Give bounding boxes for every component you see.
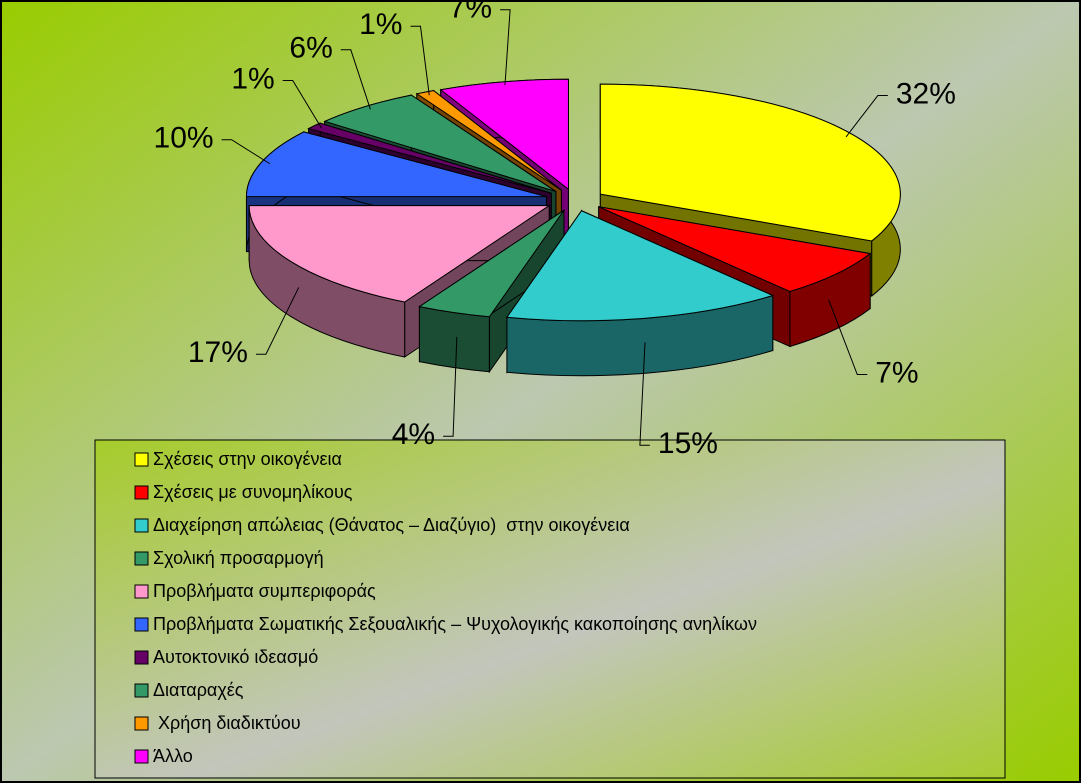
slice-top [415,90,562,191]
legend-swatch [134,617,149,632]
data-label: 10% [154,122,214,155]
legend-swatch [134,749,149,764]
data-label: 17% [188,336,248,369]
data-label: 15% [658,427,718,460]
legend-label: Διαταραχές [153,680,244,700]
legend-label: Σχολική προσαρμογή [153,548,324,568]
slice-top [439,78,569,191]
legend-swatch [134,650,149,665]
slice-top [418,209,565,318]
slice-top [599,83,901,242]
leader-line [845,95,888,138]
legend-swatch [134,551,149,566]
slice-wall [418,306,490,373]
leader-line [443,336,458,437]
leader-line [410,25,430,96]
legend-box [94,439,1006,779]
slice-top [248,205,551,303]
data-label: 7% [875,356,918,389]
legend-label: Προβλήματα Σωματικής Σεξουαλικής – Ψυχολ… [153,614,757,634]
data-label: 4% [392,418,435,451]
legend-swatch [134,452,149,467]
leader-line [340,49,371,110]
leader-line [282,79,322,129]
data-label: 32% [896,77,956,110]
legend-label: Άλλο [153,746,193,766]
legend-label: Σχέσεις με συνομηλίκους [153,482,353,502]
leader-line [500,9,511,86]
slice-top [245,131,547,198]
legend-swatch [134,485,149,500]
pie [245,78,901,377]
data-label: 7% [449,0,492,25]
data-label: 1% [359,8,402,41]
legend-swatch [134,518,149,533]
slice-top [598,206,872,293]
legend-label: Αυτοκτονικό ιδεασμό [153,647,318,667]
leader-line [828,299,868,376]
slice-top [323,94,557,193]
legend-swatch [134,716,149,731]
legend-label: Διαχείρηση απώλειας (Θάνατος – Διαζύγιο)… [153,515,630,535]
data-label: 6% [289,32,332,65]
legend-swatch [134,584,149,599]
legend-label: Χρήση διαδικτύου [153,713,301,733]
slice-top [506,210,775,322]
leader-line [255,287,300,355]
data-label: 1% [231,62,274,95]
legend-swatch [134,683,149,698]
slice-top [307,122,552,194]
leader-line [639,342,650,446]
legend-label: Σχέσεις στην οικογένεια [153,449,342,469]
leader-line [221,139,270,165]
slice [506,209,775,377]
legend-label: Προβλήματα συμπεριφοράς [153,581,376,601]
